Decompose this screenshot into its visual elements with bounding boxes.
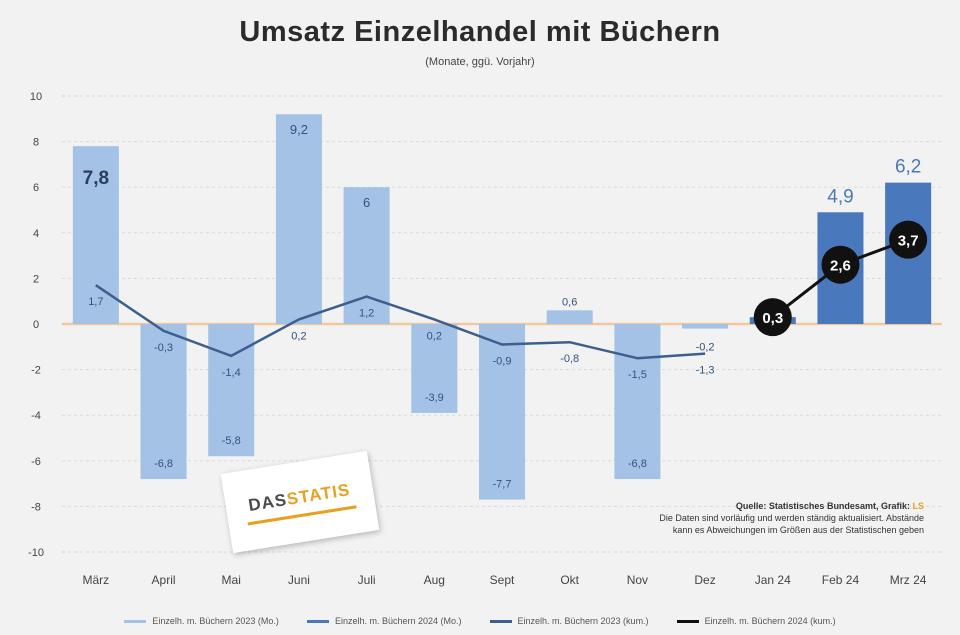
x-tick-label: Nov: [627, 573, 648, 587]
x-tick-label: Juli: [358, 573, 376, 587]
line-2023-data-label: 1,2: [359, 308, 374, 320]
x-tick-label: Okt: [560, 573, 579, 587]
line-2023-data-label: -0,9: [493, 356, 512, 368]
line-2023-data-label: -0,8: [560, 353, 579, 365]
bar: [614, 324, 661, 480]
line-2023-data-label: 0,2: [291, 330, 306, 342]
bar: [275, 114, 322, 325]
y-tick-label: 0: [33, 319, 39, 331]
bar-data-label: -6,8: [154, 458, 173, 470]
y-tick-label: -10: [28, 547, 44, 559]
line-2023-data-label: -1,4: [222, 367, 241, 379]
x-tick-label: März: [83, 573, 110, 587]
y-tick-label: -6: [31, 456, 41, 468]
line-2024-data-label: 2,6: [830, 258, 851, 275]
legend: Einzelh. m. Büchern 2023 (Mo.) Einzelh. …: [0, 612, 960, 630]
y-tick-label: -4: [31, 410, 41, 422]
bar: [546, 310, 593, 324]
bar-data-label: -5,8: [222, 435, 241, 447]
x-tick-label: Dez: [694, 573, 715, 587]
chart-title: Umsatz Einzelhandel mit Büchern: [239, 16, 721, 48]
line-2023-data-label: 1,7: [88, 296, 103, 308]
legend-swatch: [676, 619, 699, 623]
x-tick-label: Juni: [288, 573, 310, 587]
y-tick-label: 8: [33, 137, 39, 149]
legend-item: Einzelh. m. Büchern 2024 (kum.): [676, 612, 836, 630]
bar-data-label: 6: [363, 195, 370, 210]
source-note: Quelle: Statistisches Bundesamt, Grafik:…: [594, 500, 924, 536]
y-tick-label: -2: [31, 365, 41, 377]
chart-canvas: -10 -8 -6 -4 -2 0 2 4 6 8 10 7,8 -6,8 -5,8 9,2 6 -3,9 -7,…: [28, 91, 942, 587]
y-tick-label: 2: [33, 273, 39, 285]
line-2023-data-label: -1,5: [628, 369, 647, 381]
legend-swatch: [124, 619, 147, 623]
bar-data-label: -3,9: [425, 392, 444, 404]
y-tick-label: 4: [33, 228, 39, 240]
x-tick-label: Feb 24: [822, 573, 860, 587]
bar: [682, 324, 729, 329]
source-note-line-2: kann es Abweichungen im Größen aus der S…: [672, 525, 924, 535]
legend-item: Einzelh. m. Büchern 2024 (Mo.): [306, 612, 462, 630]
line-2024-point: [821, 245, 860, 284]
legend-swatch: [306, 619, 329, 623]
bar-data-label: 4,9: [827, 186, 853, 207]
bar-data-label: 6,2: [895, 157, 921, 178]
bar: [411, 324, 458, 413]
source-note-line-1: Die Daten sind vorläufig und werden stän…: [659, 513, 924, 523]
bar-data-label: 0,6: [562, 296, 577, 308]
legend-swatch: [489, 619, 512, 623]
line-2024-data-label: 3,7: [898, 233, 919, 250]
line-2023-cumulative: [95, 284, 706, 360]
chart-subtitle: (Monate, ggü. Vorjahr): [425, 56, 535, 68]
bar-data-label: -0,2: [696, 342, 715, 354]
bar: [140, 324, 187, 480]
legend-item: Einzelh. m. Büchern 2023 (Mo.): [124, 612, 279, 630]
x-tick-label: Sept: [490, 573, 515, 587]
line-2024-data-label: 0,3: [762, 310, 783, 327]
bar-data-label: 9,2: [290, 122, 308, 137]
bar-data-label: -7,7: [493, 479, 512, 491]
line-2023-data-label: -1,3: [696, 365, 715, 377]
line-2023-data-label: 0,2: [427, 330, 442, 342]
y-tick-label: 10: [30, 91, 42, 103]
x-tick-label: Aug: [424, 573, 445, 587]
x-tick-label: Mai: [222, 573, 241, 587]
bar-data-label: 7,8: [83, 168, 109, 189]
line-2023-data-label: -0,3: [154, 342, 173, 354]
x-tick-label: Mrz 24: [890, 573, 927, 587]
y-tick-label: 6: [33, 182, 39, 194]
line-2024-point: [889, 220, 928, 259]
x-tick-label: Jan 24: [755, 573, 791, 587]
y-tick-label: -8: [31, 501, 41, 513]
x-tick-label: April: [152, 573, 176, 587]
source-label: Quelle: Statistisches Bundesamt, Grafik:: [735, 501, 910, 511]
bar: [208, 324, 255, 457]
source-accent: LS: [912, 501, 924, 511]
bar-data-label: -6,8: [628, 458, 647, 470]
legend-item: Einzelh. m. Büchern 2023 (kum.): [489, 612, 649, 630]
line-2024-point: [753, 298, 792, 337]
bar: [478, 324, 526, 500]
